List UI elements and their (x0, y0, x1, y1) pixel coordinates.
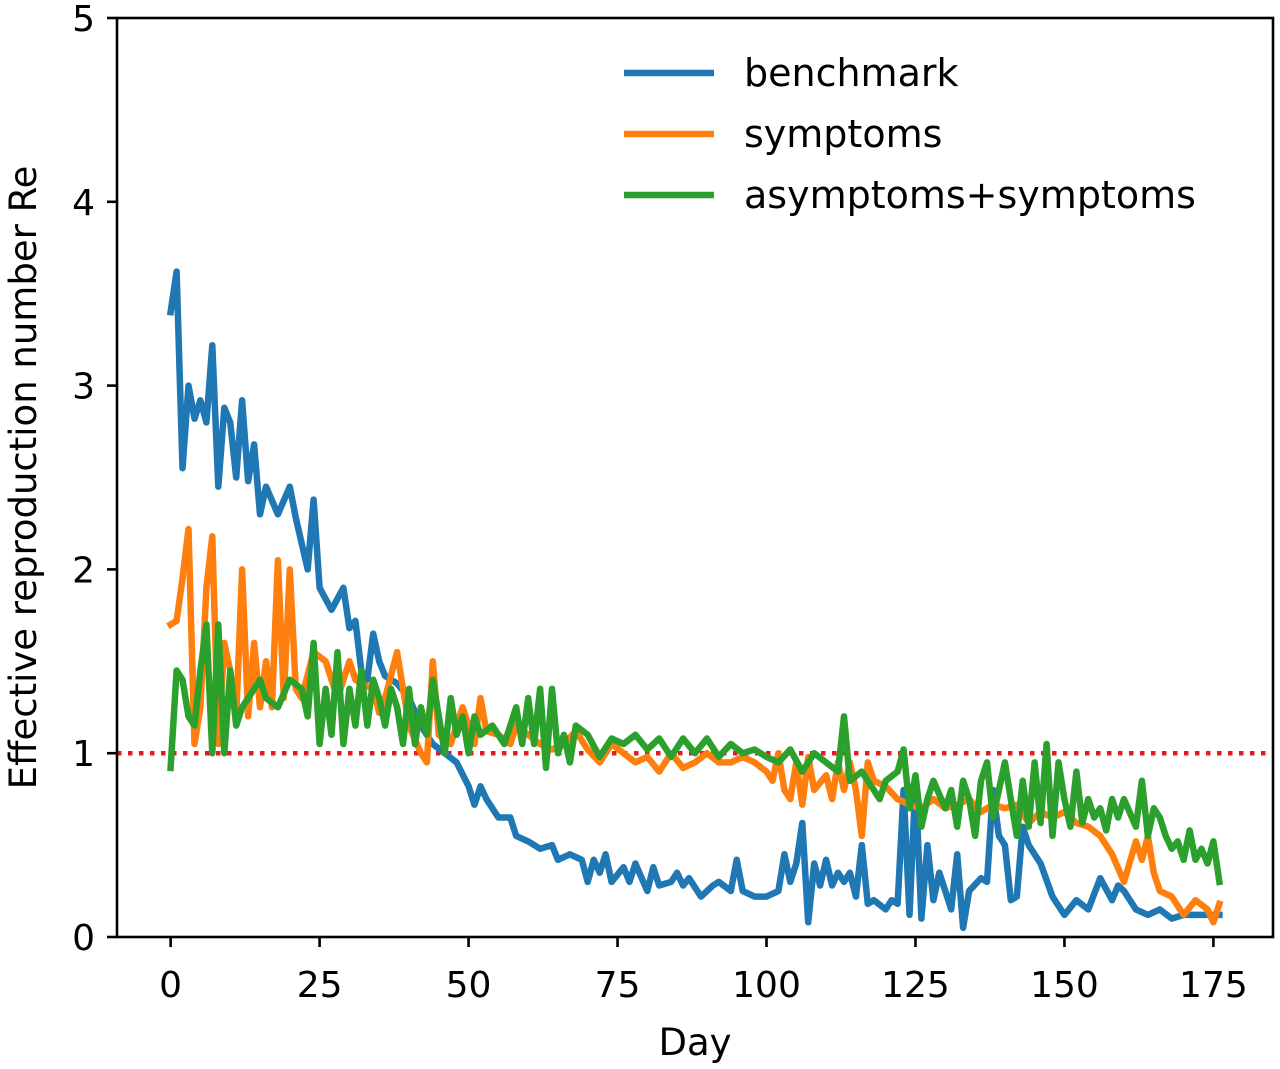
series-layer (166, 268, 1224, 932)
x-tick-label: 125 (881, 965, 950, 1006)
x-tick-label: 25 (297, 965, 343, 1006)
legend-label-symptoms: symptoms (744, 112, 942, 156)
y-axis-label: Effective reproduction number Re (2, 166, 45, 790)
x-tick-label: 175 (1179, 965, 1248, 1006)
x-tick-label: 75 (595, 965, 641, 1006)
x-tick-label: 100 (732, 965, 801, 1006)
legend: benchmark symptoms asymptoms+symptoms (624, 51, 1196, 217)
y-tick-label: 4 (72, 183, 95, 224)
x-tick-label: 150 (1030, 965, 1099, 1006)
y-tick-label: 3 (72, 367, 95, 408)
y-tick-label: 0 (72, 918, 95, 959)
legend-label-asymptoms-symptoms: asymptoms+symptoms (744, 173, 1196, 217)
x-tick-label: 0 (159, 965, 182, 1006)
plot-area-frame (115, 16, 1275, 939)
x-axis-label: Day (658, 1021, 731, 1064)
y-tick-label: 5 (72, 0, 95, 40)
series-line-benchmark (166, 268, 1223, 932)
legend-label-benchmark: benchmark (744, 51, 959, 95)
y-axis-ticks: 0 1 2 3 4 5 (72, 0, 117, 959)
series-line-asymptoms-symptoms (167, 621, 1224, 886)
y-tick-label: 2 (72, 550, 95, 591)
y-tick-label: 1 (72, 734, 95, 775)
x-tick-label: 50 (446, 965, 492, 1006)
x-axis-ticks: 0 25 50 75 100 125 150 175 (159, 937, 1248, 1006)
